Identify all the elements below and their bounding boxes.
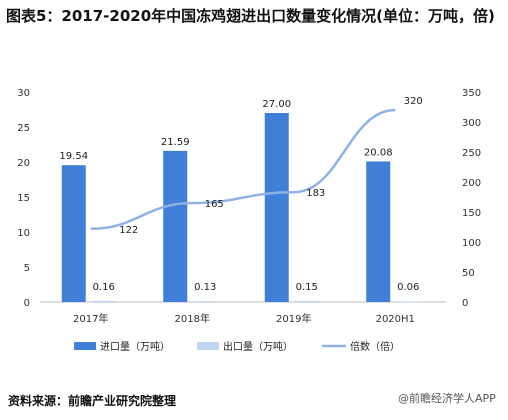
- bar-export: [294, 300, 319, 302]
- data-label-ratio: 122: [119, 225, 138, 236]
- y-left-tick-label: 5: [24, 263, 30, 274]
- data-label-export: 0.16: [93, 282, 115, 293]
- y-left-tick-label: 15: [17, 193, 30, 204]
- data-label-export: 0.13: [194, 282, 216, 293]
- data-label-export: 0.06: [397, 282, 419, 293]
- y-right-tick-label: 350: [462, 88, 481, 99]
- bar-import: [366, 161, 391, 302]
- bar-export: [91, 300, 116, 302]
- y-left-tick-label: 10: [17, 228, 30, 239]
- x-tick-label: 2020H1: [376, 314, 415, 325]
- data-label-ratio: 183: [306, 188, 325, 199]
- y-right-tick-label: 250: [462, 148, 481, 159]
- y-left-tick-label: 0: [24, 298, 30, 309]
- y-right-tick-label: 300: [462, 118, 481, 129]
- x-tick-label: 2017年: [73, 312, 108, 325]
- y-right-tick-label: 150: [462, 208, 481, 219]
- data-label-import: 21.59: [161, 137, 190, 148]
- bar-import: [163, 150, 188, 302]
- watermark: @前瞻经济学人APP: [398, 392, 496, 405]
- y-right-tick-label: 50: [462, 268, 475, 279]
- y-left-tick-label: 25: [17, 123, 30, 134]
- y-left-tick-label: 20: [17, 158, 30, 169]
- bar-export: [396, 301, 421, 303]
- chart-title: 图表5：2017-2020年中国冻鸡翅进出口数量变化情况(单位：万吨，倍): [6, 7, 495, 25]
- legend-label-import: 进口量（万吨）: [100, 340, 170, 353]
- y-right-tick-label: 0: [462, 298, 468, 309]
- line-ratio: [90, 108, 396, 231]
- legend-swatch-import: [74, 342, 96, 350]
- chart-svg: 05101520253005010015020025030035019.540.…: [17, 88, 481, 353]
- data-label-ratio: 165: [205, 199, 224, 210]
- data-label-import: 19.54: [59, 151, 88, 162]
- source-note: 资料来源：前瞻产业研究院整理: [8, 394, 177, 408]
- legend-label-export: 出口量（万吨）: [223, 340, 293, 353]
- bar-import: [61, 165, 86, 302]
- y-left-tick-label: 30: [17, 88, 30, 99]
- data-label-ratio: 320: [404, 96, 423, 107]
- x-tick-label: 2019年: [276, 312, 311, 325]
- data-label-import: 27.00: [262, 99, 291, 110]
- data-label-export: 0.15: [296, 282, 318, 293]
- y-right-tick-label: 200: [462, 178, 481, 189]
- legend-swatch-export: [197, 342, 219, 350]
- data-label-import: 20.08: [364, 147, 393, 158]
- x-tick-label: 2018年: [175, 312, 210, 325]
- y-right-tick-label: 100: [462, 238, 481, 249]
- legend-label-ratio: 倍数（倍）: [350, 340, 400, 353]
- bar-export: [193, 301, 218, 302]
- bar-import: [264, 113, 289, 302]
